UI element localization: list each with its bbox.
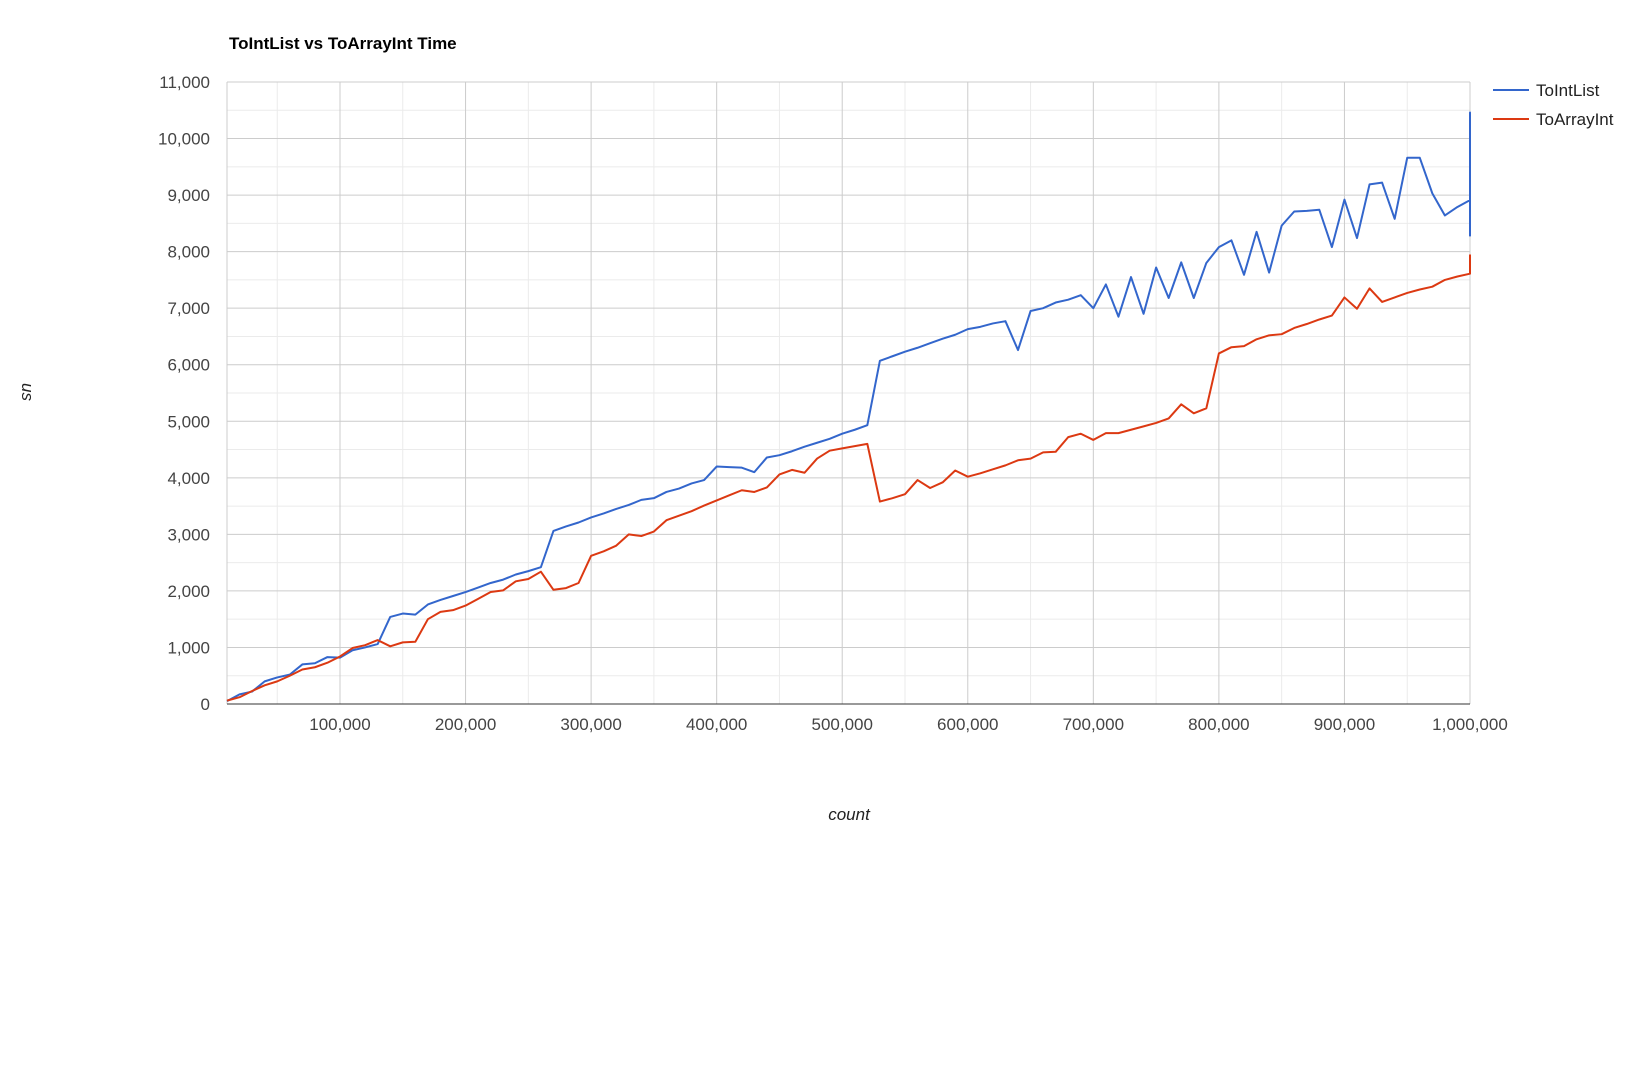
- y-tick-label: 7,000: [167, 299, 210, 318]
- y-tick-label: 11,000: [159, 73, 210, 92]
- x-tick-label: 800,000: [1188, 715, 1249, 734]
- y-tick-label: 8,000: [167, 243, 210, 262]
- y-tick-label: 5,000: [167, 412, 210, 431]
- legend-label: ToIntList: [1536, 81, 1600, 100]
- y-tick-label: 4,000: [167, 469, 210, 488]
- legend-label: ToArrayInt: [1536, 110, 1614, 129]
- x-tick-label: 300,000: [560, 715, 621, 734]
- x-axis-title: count: [828, 805, 871, 824]
- chart-title: ToIntList vs ToArrayInt Time: [229, 34, 457, 53]
- series-line-toarrayint: [226, 254, 1471, 702]
- y-tick-label: 10,000: [158, 130, 210, 149]
- x-tick-label: 600,000: [937, 715, 998, 734]
- x-tick-label: 900,000: [1314, 715, 1375, 734]
- x-tick-label: 200,000: [435, 715, 496, 734]
- axes: 0 1,000 2,000 3,000 4,000 5,000 6,000 7,000 8,00…: [158, 73, 1508, 734]
- y-tick-label: 3,000: [167, 525, 210, 544]
- y-tick-label: 9,000: [167, 186, 210, 205]
- legend: ToIntList ToArrayInt: [1493, 81, 1614, 129]
- y-tick-label: 1,000: [167, 638, 210, 657]
- y-tick-label: 2,000: [167, 582, 210, 601]
- y-axis-title: us: [18, 383, 37, 401]
- series-line-tointlist: [226, 111, 1471, 703]
- x-tick-label: 500,000: [811, 715, 872, 734]
- x-tick-label: 1,000,000: [1432, 715, 1508, 734]
- y-tick-label: 6,000: [167, 356, 210, 375]
- x-tick-label: 100,000: [309, 715, 370, 734]
- x-tick-label: 700,000: [1063, 715, 1124, 734]
- y-tick-label: 0: [201, 695, 210, 714]
- gridlines: [226, 81, 1471, 704]
- x-tick-label: 400,000: [686, 715, 747, 734]
- series-lines: [226, 111, 1471, 703]
